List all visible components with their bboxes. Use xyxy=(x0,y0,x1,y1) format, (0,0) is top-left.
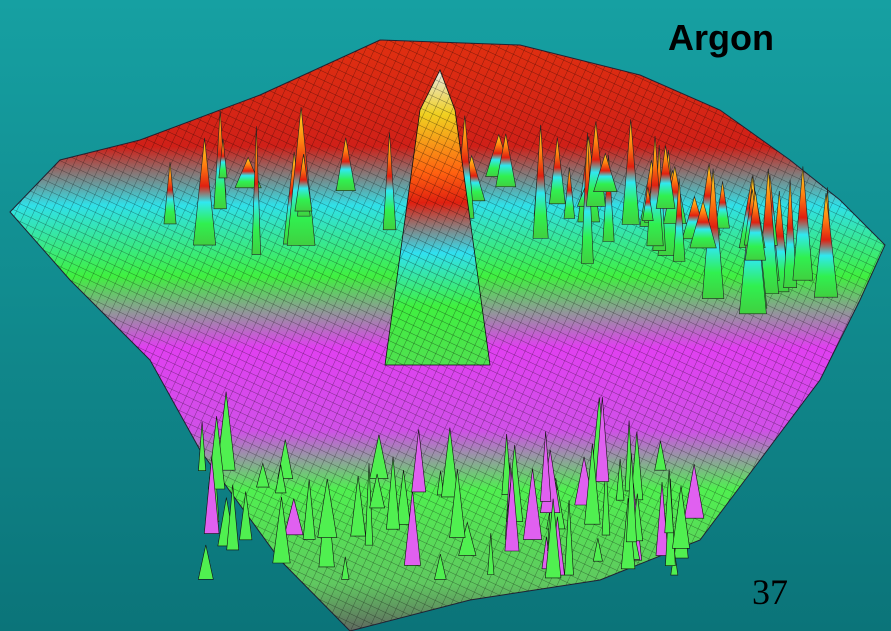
spike xyxy=(549,137,566,205)
foreground-spike xyxy=(198,421,207,471)
spike xyxy=(335,137,356,192)
spike xyxy=(757,168,779,295)
foreground-spike xyxy=(441,427,459,498)
foreground-spike xyxy=(545,498,562,579)
foreground-spike xyxy=(284,498,304,536)
foreground-spike xyxy=(601,462,611,536)
foreground-spike xyxy=(654,440,667,471)
page-number: 37 xyxy=(752,572,788,612)
foreground-spike xyxy=(625,453,637,543)
foreground-spike xyxy=(203,456,220,534)
spike xyxy=(602,154,615,242)
spike xyxy=(621,119,640,225)
spike xyxy=(672,178,686,262)
foreground-spike xyxy=(256,462,270,488)
spike xyxy=(593,152,618,193)
foreground-spike xyxy=(540,431,552,502)
foreground-spike xyxy=(411,429,427,493)
foreground-spike xyxy=(684,464,705,519)
foreground-spike xyxy=(341,556,350,580)
spike xyxy=(193,137,217,246)
spike xyxy=(642,186,654,222)
spike xyxy=(792,166,814,281)
spike xyxy=(163,162,177,225)
spike xyxy=(783,179,797,288)
foreground-spike xyxy=(226,484,240,551)
foreground-spike xyxy=(615,458,625,501)
spike xyxy=(563,167,575,219)
slide-title: Argon xyxy=(668,17,774,58)
spike xyxy=(495,133,517,188)
spike xyxy=(689,200,717,249)
foreground-spike xyxy=(449,469,466,538)
foreground-spike xyxy=(487,533,495,575)
foreground-spike xyxy=(272,496,291,564)
foreground-spike xyxy=(396,469,411,525)
foreground-spike xyxy=(595,397,610,482)
spike xyxy=(813,193,839,298)
foreground-spike xyxy=(239,491,253,541)
foreground-spike xyxy=(369,473,385,509)
spike xyxy=(744,191,766,261)
foreground-spike xyxy=(386,456,400,530)
spike xyxy=(294,154,313,212)
foreground-spike xyxy=(275,464,287,494)
foreground-spike xyxy=(592,538,603,562)
foreground-spike xyxy=(369,434,389,480)
foreground-spike xyxy=(350,475,366,537)
foreground-spike xyxy=(664,469,674,534)
foreground-spike xyxy=(523,468,543,540)
surface-spikes xyxy=(163,107,839,580)
foreground-spike xyxy=(458,521,477,556)
spike xyxy=(218,138,228,179)
spike xyxy=(532,124,549,239)
foreground-spike xyxy=(197,544,214,580)
foreground-spike xyxy=(302,479,316,540)
foreground-spike xyxy=(584,443,601,525)
foreground-spike xyxy=(317,478,338,538)
foreground-spike xyxy=(564,499,574,576)
spike xyxy=(655,145,676,209)
foreground-spike xyxy=(655,482,669,556)
foreground-spike xyxy=(216,391,236,471)
foreground-spike xyxy=(434,553,447,580)
central-peak-mesh xyxy=(385,70,490,365)
spike xyxy=(715,181,730,229)
spike xyxy=(251,126,261,255)
foreground-spike xyxy=(672,485,690,549)
foreground-spike xyxy=(404,489,421,566)
foreground-spike xyxy=(504,468,520,552)
spike xyxy=(382,132,397,231)
